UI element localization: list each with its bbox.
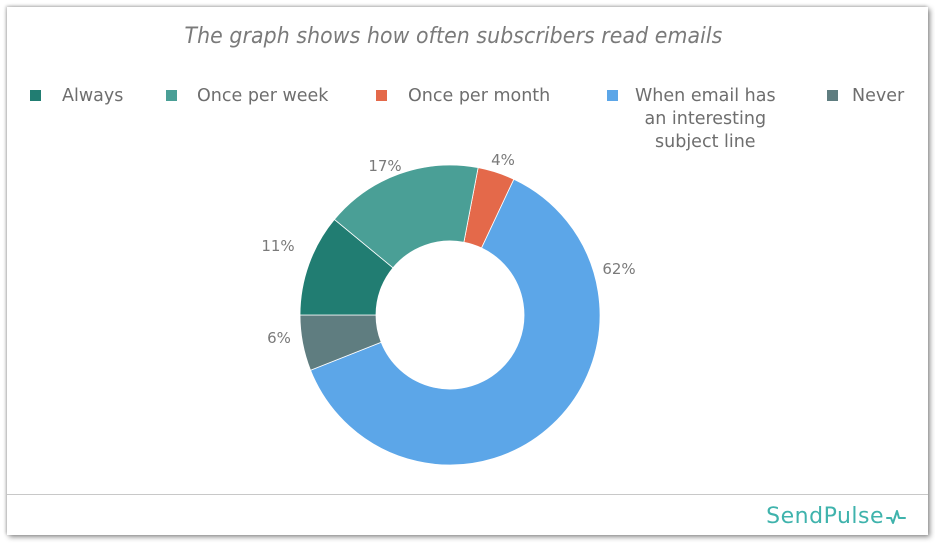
legend-swatch-never [827,90,838,101]
legend-label-always: Always [62,86,124,106]
label-always: 11% [261,237,294,255]
label-never: 6% [267,329,291,347]
chart-panel: The graph shows how often subscribers re… [7,7,928,535]
legend-swatch-always [30,90,41,101]
donut-chart: 17% 4% 62% 11% 6% [261,151,636,466]
label-once-per-week: 17% [368,157,401,175]
legend-item-never: Never [827,85,904,108]
legend-swatch-once-per-month [376,90,387,101]
legend-swatch-interesting-subject [607,90,618,101]
legend-item-once-per-month: Once per month [376,85,550,108]
legend-label-once-per-week: Once per week [197,86,329,106]
legend-label-interesting-subject: When email has an interesting subject li… [635,85,776,154]
label-interesting-subject: 62% [602,260,635,278]
label-once-per-month: 4% [491,151,515,169]
legend-label-line-1: When email has [635,86,776,106]
legend-item-interesting-subject: When email has an interesting subject li… [607,85,776,154]
chart-title: The graph shows how often subscribers re… [184,24,723,49]
legend-swatch-once-per-week [166,90,177,101]
footer-divider [7,494,928,495]
pulse-icon [886,509,906,524]
sendpulse-logo: SendPulse [766,504,906,529]
legend-label-never: Never [852,86,905,106]
legend-label-line-2: an interesting [644,109,767,129]
legend-label-once-per-month: Once per month [408,86,551,106]
donut-hole [376,241,524,389]
legend-label-line-3: subject line [655,132,756,152]
legend-item-always: Always [30,85,123,108]
legend-item-once-per-week: Once per week [166,85,328,108]
brand-name: SendPulse [766,504,884,529]
